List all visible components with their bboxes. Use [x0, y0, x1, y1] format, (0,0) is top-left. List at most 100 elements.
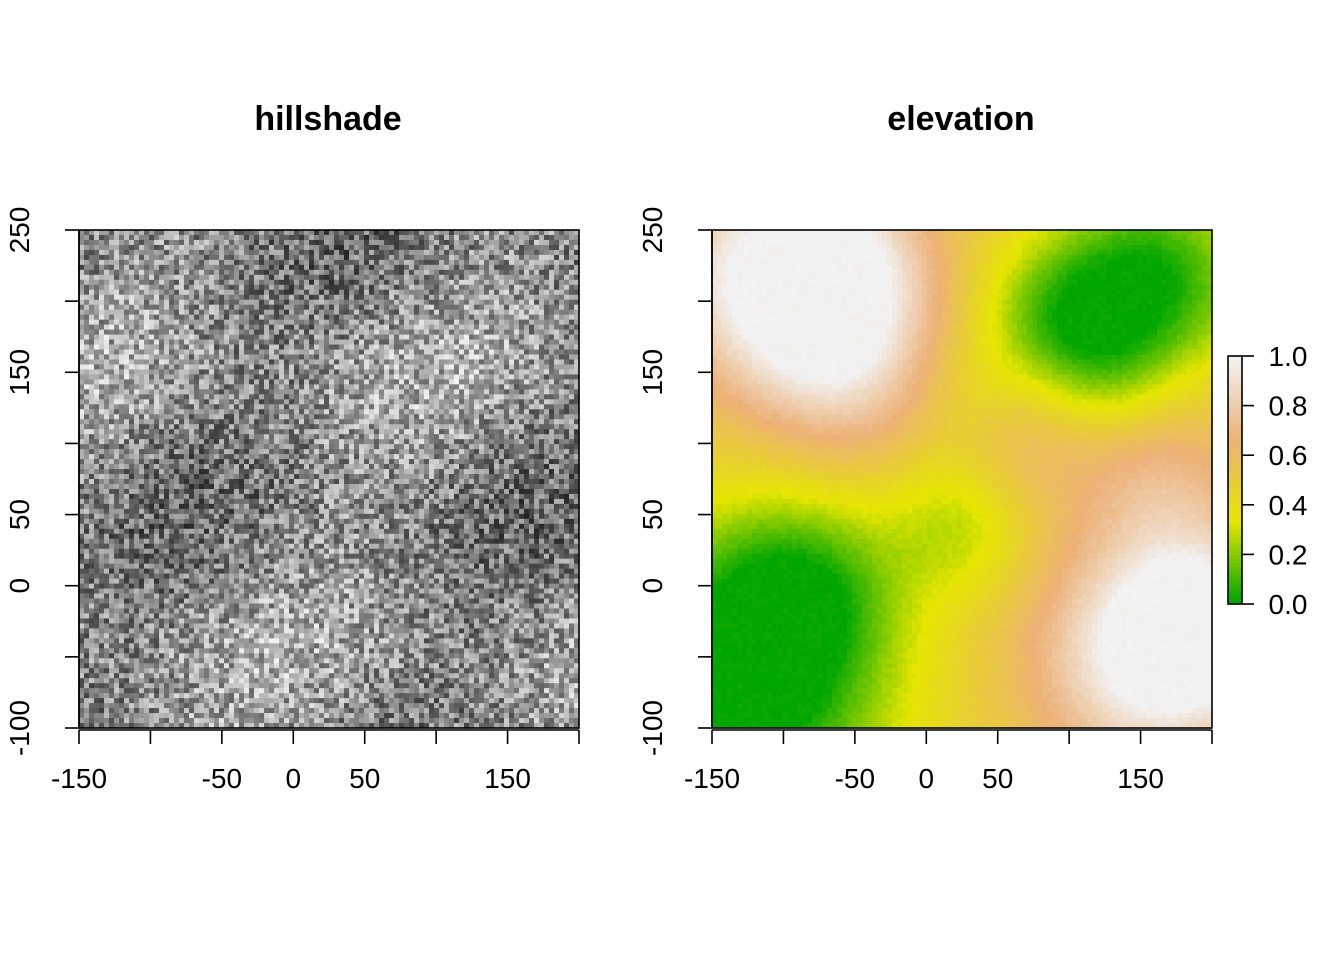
raster-cell	[284, 334, 290, 341]
raster-cell	[229, 324, 235, 331]
raster-cell	[259, 244, 265, 251]
raster-cell	[409, 249, 415, 256]
raster-cell	[489, 429, 495, 435]
raster-cell	[94, 299, 100, 306]
raster-cell	[254, 334, 260, 341]
raster-cell	[489, 259, 495, 266]
raster-cell	[239, 274, 245, 281]
raster-cell	[509, 259, 515, 266]
raster-cell	[229, 314, 235, 321]
raster-cell	[89, 314, 95, 321]
raster-cell	[94, 289, 100, 296]
raster-cell	[554, 439, 560, 445]
raster-cell	[214, 439, 220, 445]
raster-cell	[359, 299, 365, 306]
raster-cell	[384, 449, 390, 455]
raster-cell	[319, 454, 325, 460]
raster-cell	[319, 249, 325, 256]
raster-cell	[509, 419, 515, 425]
raster-cell	[124, 469, 130, 475]
raster-cell	[129, 249, 135, 256]
raster-cell	[399, 359, 405, 366]
raster-cell	[574, 284, 580, 291]
raster-cell	[114, 429, 120, 435]
raster-cell	[504, 234, 510, 241]
raster-cell	[274, 404, 280, 410]
raster-cell	[109, 279, 115, 286]
raster-cell	[334, 269, 340, 276]
raster-cell	[114, 230, 120, 236]
raster-cell	[359, 249, 365, 256]
raster-cell	[299, 264, 305, 271]
raster-cell	[124, 369, 130, 376]
raster-cell	[299, 329, 305, 336]
raster-cell	[134, 264, 140, 271]
raster-cell	[379, 409, 385, 415]
raster-cell	[129, 230, 135, 236]
raster-cell	[539, 274, 545, 281]
raster-cell	[519, 429, 525, 435]
raster-cell	[134, 454, 140, 460]
raster-cell	[189, 364, 195, 371]
raster-cell	[404, 389, 410, 395]
raster-cell	[404, 399, 410, 405]
raster-cell	[204, 454, 210, 460]
raster-cell	[79, 294, 85, 301]
raster-cell	[319, 314, 325, 321]
raster-cell	[294, 304, 300, 311]
raster-cell	[264, 404, 270, 410]
raster-cell	[494, 289, 500, 296]
raster-cell	[154, 259, 160, 266]
raster-cell	[424, 269, 430, 276]
raster-cell	[314, 399, 320, 405]
raster-cell	[414, 274, 420, 281]
raster-cell	[404, 304, 410, 311]
raster-cell	[414, 259, 420, 266]
raster-cell	[534, 304, 540, 311]
raster-cell	[479, 234, 485, 241]
raster-cell	[279, 309, 285, 316]
raster-cell	[264, 354, 270, 361]
raster-cell	[524, 364, 530, 371]
raster-cell	[114, 409, 120, 415]
raster-cell	[514, 449, 520, 455]
raster-cell	[479, 384, 485, 390]
raster-cell	[499, 474, 505, 480]
raster-cell	[79, 469, 85, 475]
raster-cell	[454, 269, 460, 276]
raster-cell	[84, 404, 90, 410]
raster-cell	[204, 279, 210, 286]
raster-cell	[514, 374, 520, 380]
raster-cell	[199, 404, 205, 410]
raster-cell	[254, 439, 260, 445]
raster-cell	[449, 309, 455, 316]
raster-cell	[444, 359, 450, 366]
raster-cell	[244, 439, 250, 445]
raster-cell	[569, 374, 575, 380]
raster-cell	[504, 429, 510, 435]
raster-cell	[409, 459, 415, 465]
raster-cell	[379, 309, 385, 316]
raster-cell	[474, 269, 480, 276]
raster-cell	[259, 309, 265, 316]
raster-cell	[129, 319, 135, 326]
raster-cell	[439, 439, 445, 445]
raster-cell	[389, 314, 395, 321]
raster-cell	[194, 384, 200, 390]
raster-cell	[329, 404, 335, 410]
raster-cell	[464, 424, 470, 430]
raster-cell	[534, 394, 540, 400]
raster-cell	[139, 359, 145, 366]
raster-cell	[259, 259, 265, 266]
raster-cell	[459, 474, 465, 480]
raster-cell	[569, 274, 575, 281]
raster-cell	[449, 444, 455, 450]
raster-cell	[179, 244, 185, 251]
raster-cell	[249, 379, 255, 385]
raster-cell	[384, 314, 390, 321]
raster-cell	[169, 230, 175, 236]
raster-cell	[84, 259, 90, 266]
raster-cell	[149, 439, 155, 445]
raster-cell	[249, 314, 255, 321]
raster-cell	[554, 429, 560, 435]
